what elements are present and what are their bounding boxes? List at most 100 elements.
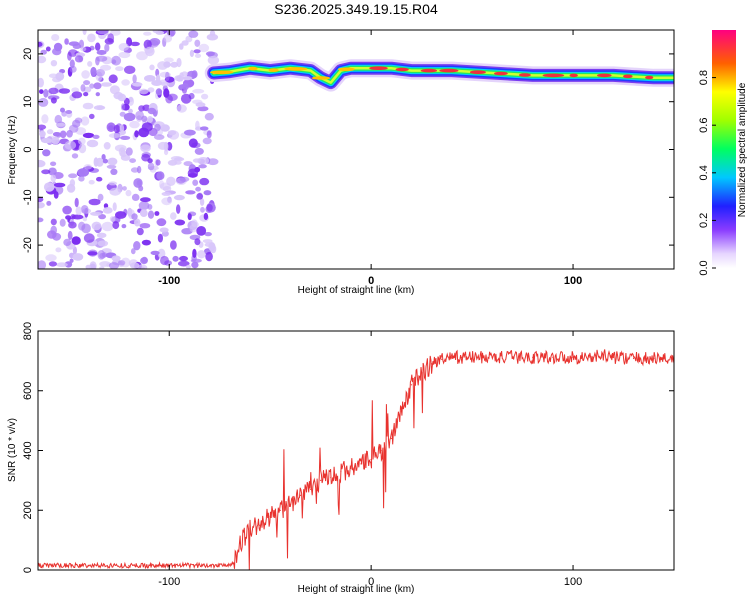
noise-blob bbox=[117, 260, 126, 266]
ridge-hotspot bbox=[494, 71, 508, 76]
noise-blob bbox=[163, 141, 169, 152]
noise-blob bbox=[108, 74, 118, 84]
noise-blob bbox=[80, 84, 86, 92]
noise-blob bbox=[87, 61, 93, 67]
ridge-hotspot bbox=[645, 75, 654, 80]
noise-blob bbox=[98, 214, 106, 220]
noise-blob bbox=[147, 162, 155, 171]
noise-blob bbox=[164, 57, 174, 63]
ridge-hotspot bbox=[420, 68, 438, 73]
noise-blob bbox=[170, 240, 177, 250]
noise-blob bbox=[38, 77, 44, 88]
snr-point bbox=[269, 515, 271, 517]
noise-blob bbox=[192, 88, 205, 94]
noise-blob bbox=[133, 241, 141, 251]
noise-blob bbox=[180, 93, 192, 104]
spectrogram-x-tick-label: 0 bbox=[368, 275, 374, 287]
noise-blob bbox=[82, 216, 88, 222]
noise-blob bbox=[100, 64, 112, 71]
noise-blob bbox=[164, 149, 169, 156]
noise-blob bbox=[95, 42, 101, 51]
noise-blob bbox=[178, 260, 190, 267]
noise-blob bbox=[78, 175, 85, 182]
noise-blob bbox=[74, 197, 79, 208]
spectrogram-y-tick-label: -20 bbox=[22, 237, 34, 253]
ridge-hotspot bbox=[439, 68, 459, 73]
noise-blob bbox=[189, 224, 198, 233]
noise-blob bbox=[95, 92, 101, 97]
snr-x-label: Height of straight line (km) bbox=[298, 584, 415, 595]
noise-blob bbox=[134, 130, 139, 138]
snr-x-tick-label: -100 bbox=[158, 576, 180, 588]
noise-blob bbox=[108, 181, 118, 186]
snr-point bbox=[511, 356, 514, 358]
noise-blob bbox=[86, 139, 99, 148]
noise-blob bbox=[173, 194, 185, 201]
noise-blob bbox=[53, 42, 63, 52]
noise-blob bbox=[95, 56, 100, 66]
snr-point bbox=[602, 354, 604, 356]
snr-point bbox=[299, 494, 302, 496]
noise-blob bbox=[167, 93, 178, 102]
noise-blob bbox=[64, 140, 77, 150]
noise-blob bbox=[202, 239, 213, 244]
noise-blob bbox=[118, 43, 129, 51]
noise-blob bbox=[133, 178, 143, 188]
noise-blob bbox=[87, 33, 96, 43]
snr-point bbox=[461, 356, 463, 358]
noise-blob bbox=[55, 122, 66, 127]
noise-blob bbox=[108, 133, 121, 139]
noise-blob bbox=[102, 158, 108, 164]
spectrogram-y-tick-label: -10 bbox=[22, 189, 34, 205]
noise-blob bbox=[72, 43, 82, 49]
snr-point bbox=[128, 564, 130, 567]
snr-point bbox=[390, 437, 392, 440]
noise-blob bbox=[188, 30, 199, 38]
noise-blob bbox=[199, 126, 209, 131]
noise-blob bbox=[147, 116, 153, 123]
noise-blob bbox=[96, 50, 107, 55]
noise-blob bbox=[205, 251, 213, 262]
snr-point bbox=[320, 479, 322, 481]
noise-blob bbox=[188, 138, 198, 148]
noise-blob bbox=[185, 264, 191, 269]
noise-blob bbox=[46, 200, 52, 206]
noise-blob bbox=[43, 182, 55, 192]
colorbar-label: Normalized spectral amplitude bbox=[737, 82, 748, 217]
spectrogram-x-tick-label: -100 bbox=[158, 275, 180, 287]
ridge-hotspot bbox=[569, 73, 578, 78]
noise-blob bbox=[43, 88, 49, 98]
noise-blob bbox=[192, 248, 197, 258]
snr-series-line bbox=[38, 349, 674, 570]
noise-blob bbox=[174, 75, 181, 81]
noise-blob bbox=[121, 79, 130, 86]
noise-blob bbox=[198, 164, 207, 169]
snr-point bbox=[289, 503, 291, 505]
noise-blob bbox=[201, 93, 209, 100]
snr-point bbox=[350, 467, 352, 469]
noise-blob bbox=[170, 61, 179, 68]
snr-y-tick-label: 200 bbox=[22, 501, 34, 519]
noise-blob bbox=[38, 202, 45, 209]
noise-blob bbox=[96, 30, 109, 35]
noise-blob bbox=[104, 43, 110, 52]
noise-blob bbox=[141, 239, 151, 246]
noise-blob bbox=[89, 261, 97, 269]
noise-blob bbox=[59, 130, 67, 139]
ridge-hotspot bbox=[268, 68, 279, 72]
noise-blob bbox=[121, 224, 127, 229]
noise-blob bbox=[107, 157, 118, 166]
noise-blob bbox=[75, 206, 82, 216]
noise-blob bbox=[165, 71, 170, 82]
noise-blob bbox=[176, 204, 181, 214]
noise-blob bbox=[100, 82, 112, 87]
noise-blob bbox=[93, 157, 99, 167]
ridge-hotspot bbox=[337, 67, 355, 72]
noise-blob bbox=[50, 174, 57, 183]
snr-point bbox=[380, 449, 382, 452]
snr-point bbox=[612, 356, 615, 358]
noise-blob bbox=[97, 240, 109, 247]
noise-blob bbox=[179, 176, 190, 182]
noise-blob bbox=[191, 70, 198, 79]
noise-blob bbox=[141, 256, 148, 264]
